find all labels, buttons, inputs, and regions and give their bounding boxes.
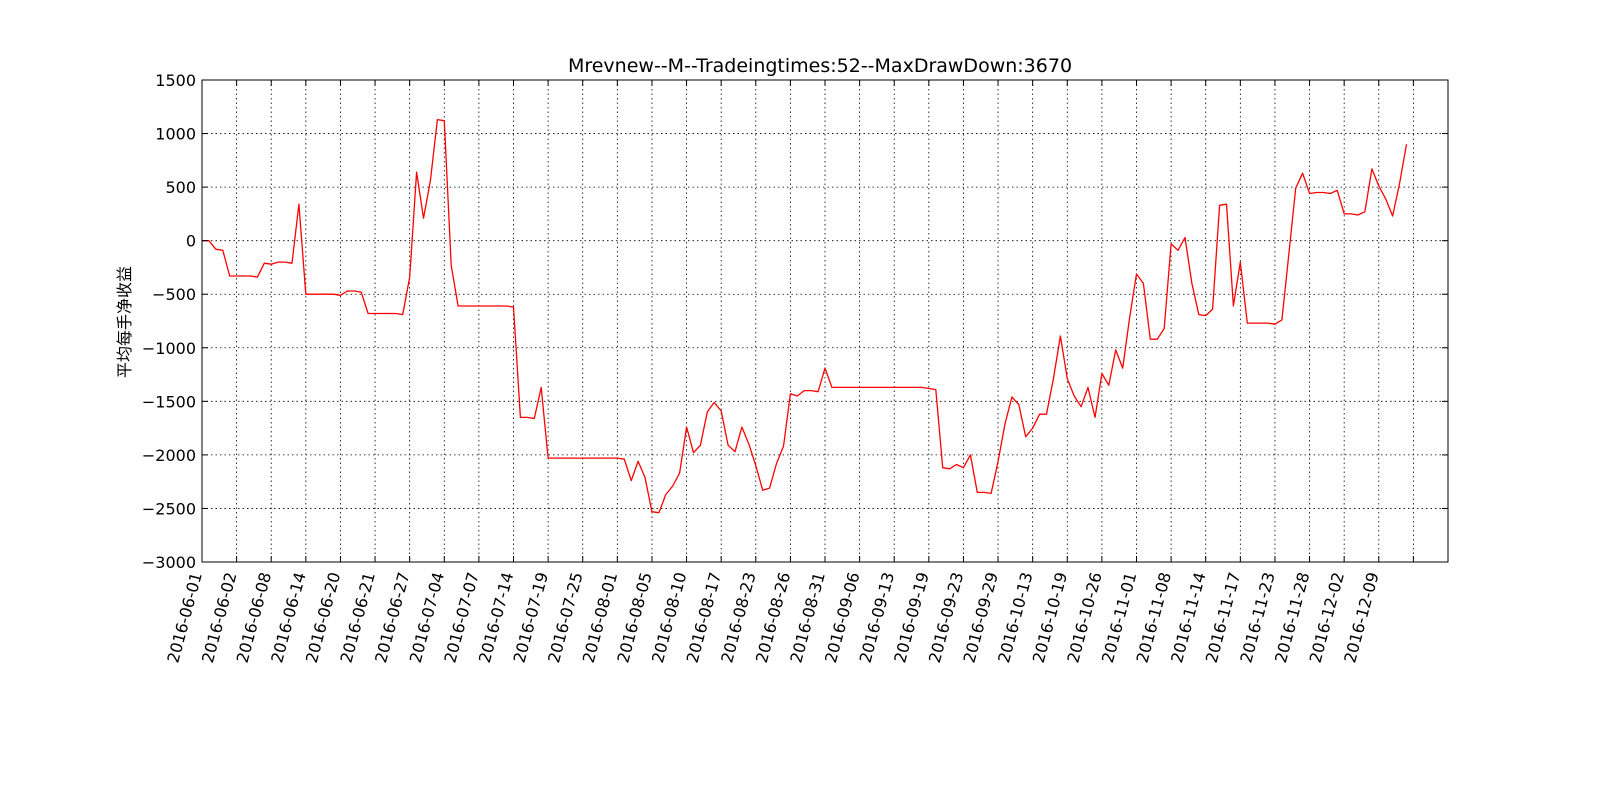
y-tick-label: 1000 [155, 125, 196, 144]
x-tick-label: 2016-06-20 [302, 570, 344, 665]
y-tick-label: −2000 [142, 446, 196, 465]
x-tick-label: 2016-08-10 [648, 570, 690, 665]
x-tick-label: 2016-11-01 [1098, 570, 1140, 665]
x-tick-label: 2016-08-26 [752, 570, 794, 665]
x-tick-label: 2016-11-08 [1133, 570, 1175, 665]
x-tick-label: 2016-06-08 [233, 570, 275, 665]
x-tick-label: 2016-07-14 [475, 570, 517, 665]
x-tick-label: 2016-09-23 [925, 570, 967, 665]
x-tick-label: 2016-08-17 [683, 570, 725, 665]
x-tick-label: 2016-10-13 [994, 570, 1036, 665]
y-tick-label: −2500 [142, 499, 196, 518]
series-line [202, 118, 1408, 514]
x-tick-label: 2016-06-27 [371, 570, 413, 665]
x-tick-label: 2016-07-25 [544, 570, 586, 665]
x-axis: 2016-06-012016-06-022016-06-082016-06-14… [163, 80, 1449, 665]
x-tick-label: 2016-11-28 [1271, 570, 1313, 665]
x-tick-label: 2016-12-09 [1340, 570, 1382, 665]
series-layer [202, 118, 1408, 514]
x-tick-label: 2016-10-19 [1029, 570, 1071, 665]
y-axis: 1500 1000 500 0 −500 −1000 −1500 −2000 −2500 −300… [142, 71, 1448, 572]
y-tick-label: −1500 [142, 392, 196, 411]
x-tick-label: 2016-07-07 [440, 570, 482, 665]
x-tick-label: 2016-06-01 [163, 570, 205, 665]
y-axis-label: 平均每手净收益 [115, 266, 134, 378]
x-tick-label: 2016-11-14 [1167, 570, 1209, 665]
x-tick-label: 2016-11-17 [1202, 570, 1244, 665]
x-tick-label: 2016-11-23 [1236, 570, 1278, 665]
x-tick-label: 2016-08-31 [786, 570, 828, 665]
y-tick-label: 1500 [155, 71, 196, 90]
y-tick-label: −1000 [142, 339, 196, 358]
x-tick-label: 2016-10-26 [1063, 570, 1105, 665]
x-tick-label: 2016-07-04 [406, 570, 448, 665]
x-tick-label: 2016-06-14 [267, 570, 309, 665]
x-tick-label: 2016-09-06 [821, 570, 863, 665]
x-tick-label: 2016-09-13 [856, 570, 898, 665]
x-tick-label: 2016-08-05 [613, 570, 655, 665]
y-tick-label: −500 [152, 285, 196, 304]
y-tick-label: −3000 [142, 553, 196, 572]
grid [202, 79, 1449, 563]
x-tick-label: 2016-09-29 [960, 570, 1002, 665]
x-tick-label: 2016-08-23 [717, 570, 759, 665]
x-tick-label: 2016-06-21 [337, 570, 379, 665]
y-tick-label: 500 [165, 178, 196, 197]
x-tick-label: 2016-07-19 [510, 570, 552, 665]
y-tick-label: 0 [186, 232, 196, 251]
x-tick-label: 2016-08-01 [579, 570, 621, 665]
chart-title: Mrevnew--M--Tradeingtimes:52--MaxDrawDow… [568, 55, 1072, 77]
x-tick-label: 2016-09-19 [890, 570, 932, 665]
x-tick-label: 2016-06-02 [198, 570, 240, 665]
x-tick-label: 2016-12-02 [1306, 570, 1348, 665]
